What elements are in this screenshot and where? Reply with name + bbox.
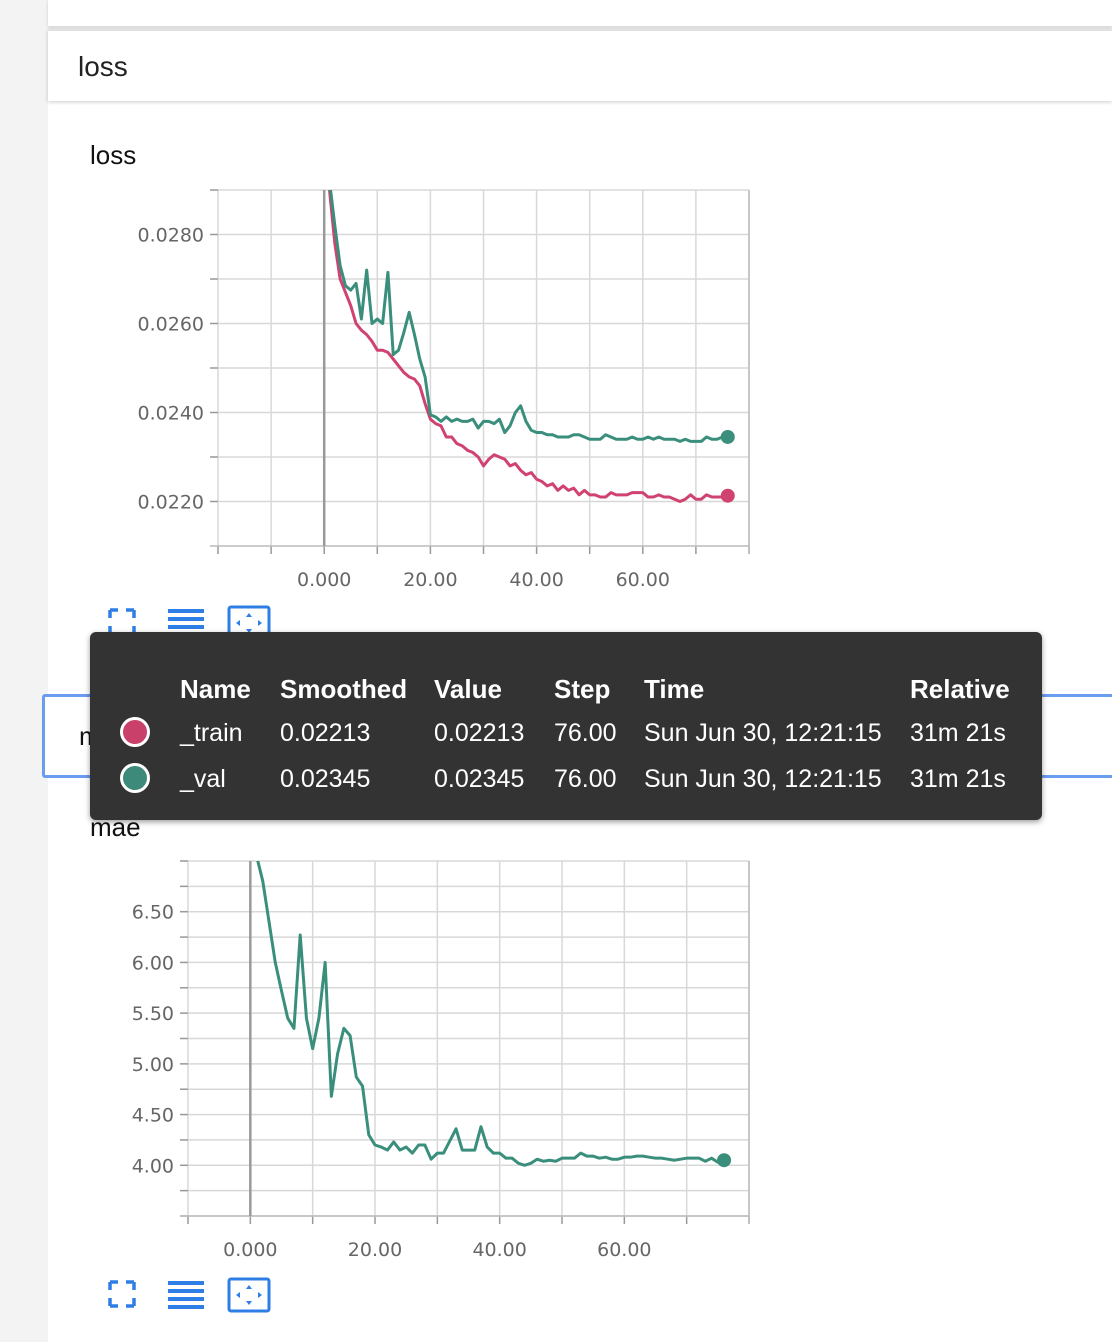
x-tick-label: 60.00 (597, 1239, 651, 1261)
series-endpoint-val (720, 429, 735, 444)
x-tick-label: 60.00 (616, 569, 670, 591)
series-color-swatch-val (120, 763, 150, 793)
series-line-val (329, 190, 728, 443)
x-tick-label: 20.00 (403, 569, 457, 591)
tooltip-row-step: 76.00 (554, 765, 617, 793)
y-tick-label: 0.0220 (138, 492, 204, 514)
x-tick-label: 40.00 (472, 1239, 526, 1261)
tooltip-row-time: Sun Jun 30, 12:21:15 (644, 719, 882, 747)
loss-chart[interactable]: 0.0280 0.0260 0.0240 0.0220 0.000 20.00 40.00 6… (48, 30, 1112, 630)
y-tick-label: 5.00 (132, 1054, 174, 1076)
tooltip-row-value: 0.02345 (434, 765, 525, 793)
tooltip-header-step: Step (554, 674, 611, 704)
y-tick-label: 0.0240 (138, 403, 204, 425)
tooltip-header-name: Name (180, 674, 251, 704)
series-endpoint-train (720, 488, 735, 503)
series-line-val (256, 861, 725, 1167)
tooltip-header-value: Value (434, 674, 502, 704)
y-tick-label: 6.00 (132, 952, 174, 974)
y-tick-label: 0.0260 (138, 314, 204, 336)
previous-card (48, 0, 1112, 27)
y-tick-label: 4.00 (132, 1155, 174, 1177)
x-tick-label: 0.000 (223, 1239, 277, 1261)
tooltip-row-smoothed: 0.02345 (280, 765, 371, 793)
tooltip-header-relative: Relative (910, 674, 1010, 704)
y-tick-label: 4.50 (132, 1105, 174, 1127)
section-title: loss (78, 51, 128, 82)
chart-title-loss: loss (90, 140, 137, 170)
tooltip-row-name: _train (180, 719, 243, 747)
list-icon[interactable] (164, 1276, 208, 1312)
series-line-train (328, 190, 729, 503)
y-tick-label: 0.0280 (138, 225, 204, 247)
fit-domain-icon[interactable] (226, 1276, 271, 1313)
section-header-loss[interactable]: loss (48, 30, 1112, 101)
x-tick-label: 20.00 (348, 1239, 402, 1261)
tooltip-row-value: 0.02213 (434, 719, 525, 747)
mae-chart[interactable]: 6.50 6.00 5.50 5.00 4.50 4.00 0.000 20.00 40.00 6… (48, 30, 1112, 1310)
tooltip-header-time: Time (644, 674, 705, 704)
tooltip-row-relative: 31m 21s (910, 765, 1006, 793)
hover-tooltip: Name Smoothed Value Step Time Relative _… (90, 632, 1042, 820)
x-tick-label: 0.000 (297, 569, 351, 591)
tooltip-row-name: _val (180, 765, 226, 793)
series-color-swatch-train (120, 717, 150, 747)
x-tick-label: 40.00 (509, 569, 563, 591)
tooltip-row-step: 76.00 (554, 719, 617, 747)
y-tick-label: 5.50 (132, 1003, 174, 1025)
tooltip-row-relative: 31m 21s (910, 719, 1006, 747)
tooltip-header-smoothed: Smoothed (280, 674, 408, 704)
tooltip-row-smoothed: 0.02213 (280, 719, 371, 747)
tooltip-row-time: Sun Jun 30, 12:21:15 (644, 765, 882, 793)
series-endpoint-val (717, 1153, 732, 1168)
y-tick-label: 6.50 (132, 902, 174, 924)
fullscreen-icon[interactable] (100, 1276, 144, 1312)
